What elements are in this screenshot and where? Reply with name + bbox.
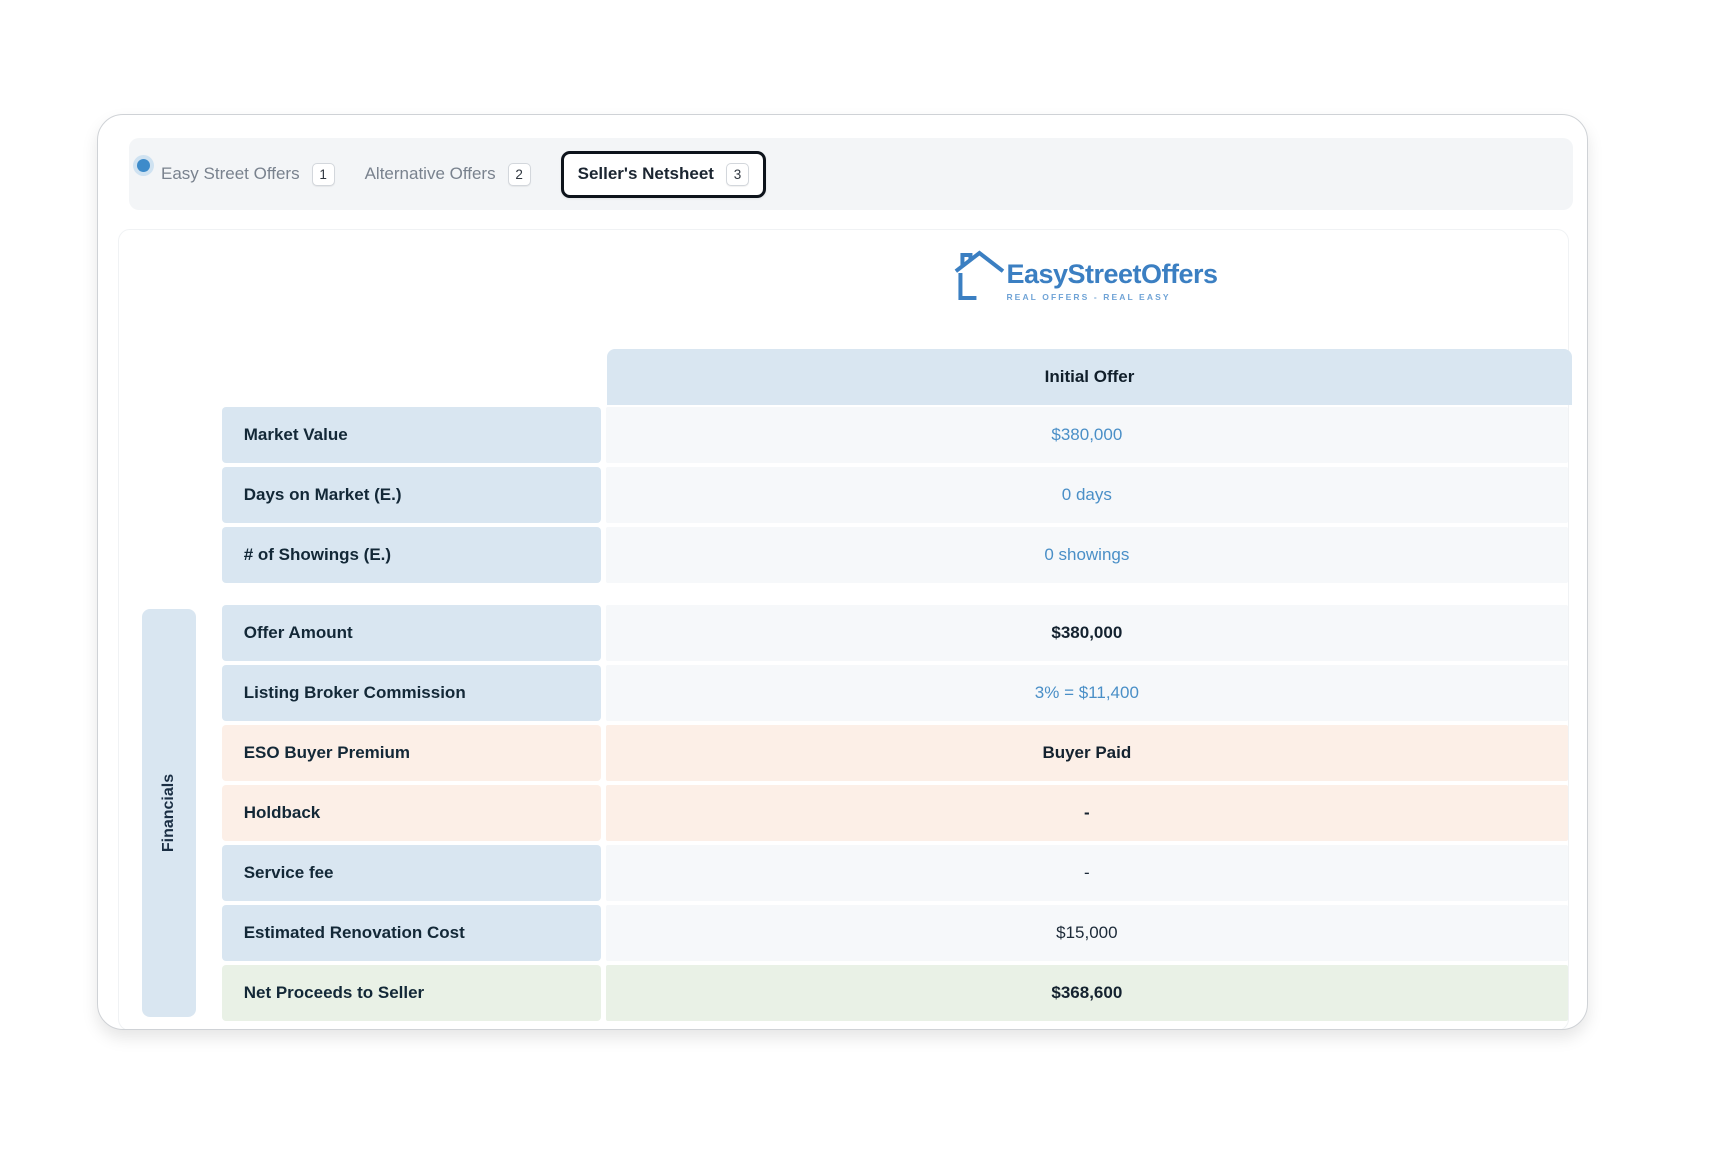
row-spacer: [119, 467, 222, 523]
cell-gap: [601, 725, 606, 781]
tab-count-badge: 2: [507, 162, 531, 186]
table-row: Days on Market (E.) 0 days: [119, 467, 1568, 523]
cell-gap: [601, 527, 606, 583]
row-label: Listing Broker Commission: [221, 665, 601, 721]
house-icon: [954, 250, 1005, 300]
tab-count-badge: 3: [725, 162, 749, 186]
row-value: Buyer Paid: [605, 725, 1568, 781]
table-row: Service fee -: [119, 845, 1568, 901]
initial-offer-column-header: Initial Offer: [607, 349, 1572, 405]
table-row: Estimated Renovation Cost $15,000: [119, 905, 1568, 961]
group-gap: [119, 587, 1568, 605]
table-row: Listing Broker Commission 3% = $11,400: [119, 665, 1568, 721]
tab-sellers-netsheet[interactable]: Seller's Netsheet 3: [560, 150, 766, 198]
table-row: # of Showings (E.) 0 showings: [119, 527, 1568, 583]
row-value: $15,000: [605, 905, 1568, 961]
row-label: Holdback: [221, 785, 601, 841]
row-value: -: [605, 785, 1568, 841]
tab-label: Alternative Offers: [364, 164, 496, 183]
tab-bar: Easy Street Offers 1 Alternative Offers …: [129, 138, 1573, 210]
cell-gap: [601, 785, 606, 841]
cell-gap: [601, 965, 606, 1021]
table-row: Net Proceeds to Seller $368,600: [119, 965, 1568, 1021]
row-spacer: [119, 527, 222, 583]
tab-label: Easy Street Offers: [161, 164, 300, 183]
financials-group-bar: Financials: [142, 609, 196, 1017]
logo-tagline: REAL OFFERS - REAL EASY: [1006, 292, 1171, 302]
table-row: ESO Buyer Premium Buyer Paid: [119, 725, 1568, 781]
row-label: Service fee: [221, 845, 601, 901]
row-label: Net Proceeds to Seller: [221, 965, 601, 1021]
row-label: Days on Market (E.): [221, 467, 601, 523]
row-value: $380,000: [605, 605, 1568, 661]
netsheet-panel: EasyStreetOffers REAL OFFERS - REAL EASY…: [118, 229, 1572, 1029]
netsheet-rows: Market Value $380,000 Days on Market (E.…: [119, 407, 1568, 1025]
row-value: $380,000: [605, 407, 1568, 463]
netsheet-card: Easy Street Offers 1 Alternative Offers …: [97, 114, 1588, 1030]
row-value: 3% = $11,400: [605, 665, 1568, 721]
logo-wordmark: EasyStreetOffers: [1006, 259, 1218, 289]
financials-group-label: Financials: [160, 773, 177, 853]
table-row: Market Value $380,000: [119, 407, 1568, 463]
cell-gap: [601, 467, 606, 523]
cell-gap: [601, 407, 606, 463]
cell-gap: [601, 845, 606, 901]
status-dot-icon: [137, 159, 150, 172]
row-value: $368,600: [605, 965, 1568, 1021]
table-row: Offer Amount $380,000: [119, 605, 1568, 661]
row-value: 0 days: [605, 467, 1568, 523]
cell-gap: [601, 665, 606, 721]
row-label: Estimated Renovation Cost: [221, 905, 601, 961]
row-value: -: [605, 845, 1568, 901]
cell-gap: [601, 905, 606, 961]
row-label: Market Value: [221, 407, 601, 463]
cell-gap: [601, 605, 606, 661]
row-value: 0 showings: [605, 527, 1568, 583]
row-spacer: [119, 407, 222, 463]
tab-label: Seller's Netsheet: [577, 164, 714, 183]
table-row: Holdback -: [119, 785, 1568, 841]
row-label: # of Showings (E.): [221, 527, 601, 583]
tab-easy-street-offers[interactable]: Easy Street Offers 1: [161, 162, 335, 186]
row-label: ESO Buyer Premium: [221, 725, 601, 781]
easystreetoffers-logo: EasyStreetOffers REAL OFFERS - REAL EASY: [952, 248, 1218, 302]
tab-count-badge: 1: [311, 162, 335, 186]
tab-alternative-offers[interactable]: Alternative Offers 2: [364, 162, 531, 186]
row-label: Offer Amount: [221, 605, 601, 661]
